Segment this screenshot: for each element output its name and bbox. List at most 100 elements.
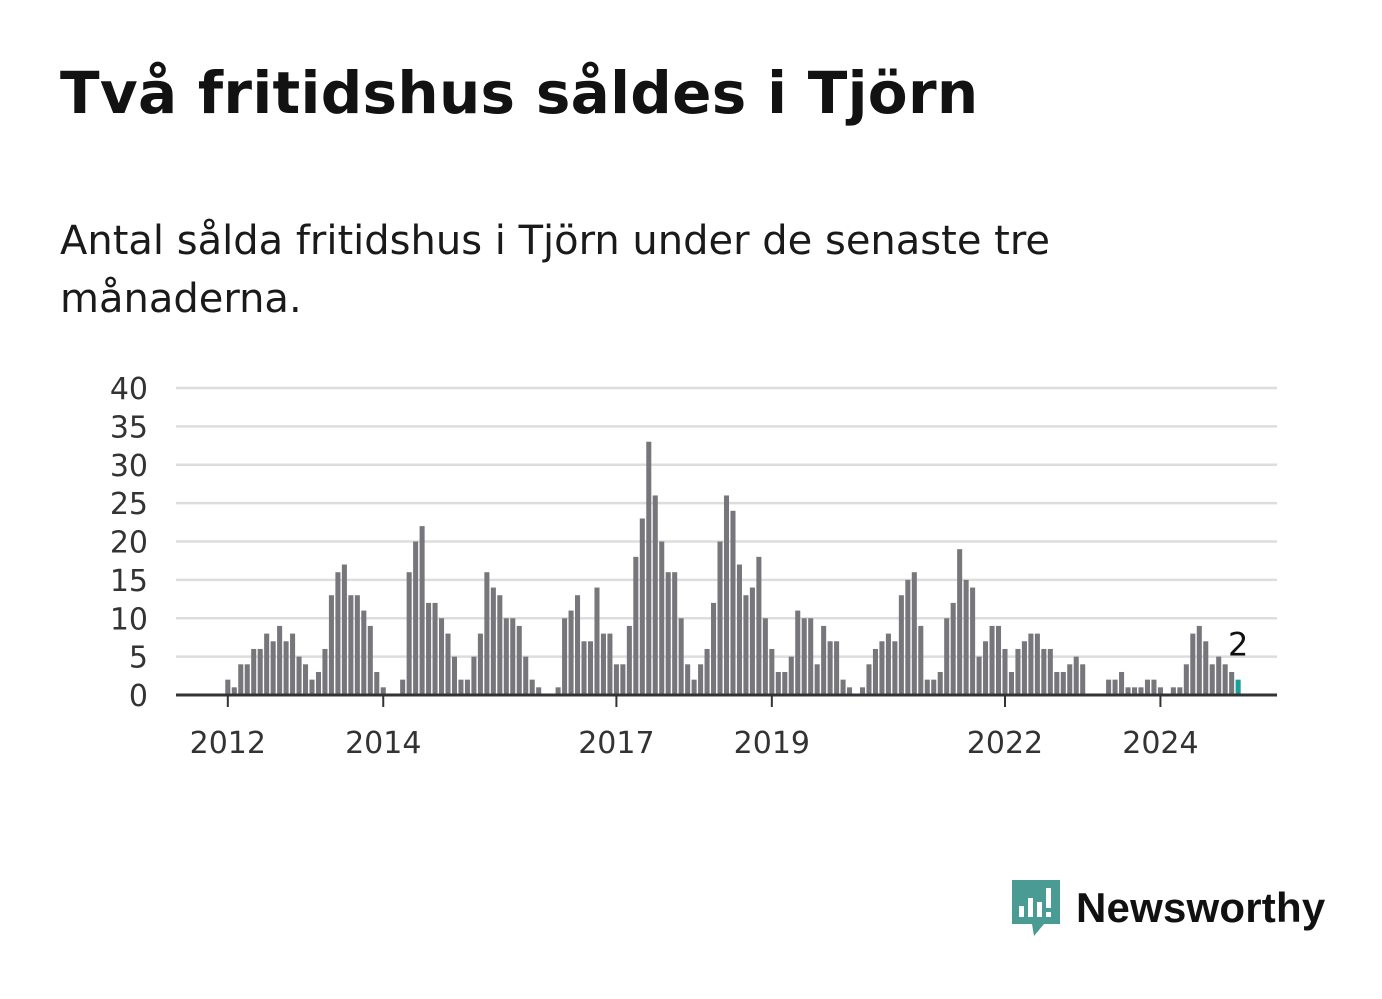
bar: [322, 648, 328, 695]
bar: [607, 633, 613, 695]
bar: [1196, 625, 1202, 695]
bar: [1021, 641, 1027, 695]
bar: [413, 541, 419, 695]
bar: [646, 441, 652, 695]
bar: [600, 633, 606, 695]
bar: [328, 595, 334, 695]
bar: [911, 572, 917, 695]
bar: [665, 572, 671, 695]
bar: [1209, 664, 1215, 695]
bar: [905, 579, 911, 695]
bar: [264, 633, 270, 695]
bar: [296, 656, 302, 695]
y-tick-label: 10: [110, 602, 148, 637]
bar: [315, 671, 322, 695]
bar: [1131, 687, 1138, 695]
bar: [639, 518, 645, 695]
bar: [827, 641, 833, 695]
bar: [749, 587, 755, 695]
newsworthy-logo-icon: [1012, 880, 1060, 936]
bar: [367, 625, 373, 695]
bar: [730, 510, 736, 695]
bar: [471, 656, 477, 695]
bar: [1203, 641, 1209, 695]
bar: [1144, 679, 1150, 695]
bar: [439, 618, 445, 695]
bar: [568, 610, 574, 695]
bar: [581, 641, 587, 695]
y-tick-label: 30: [110, 449, 148, 484]
bar: [879, 641, 885, 695]
bar: [283, 641, 289, 695]
bar: [743, 595, 749, 695]
bar: [348, 595, 354, 695]
bar: [251, 648, 257, 695]
bar: [769, 648, 775, 695]
bar: [406, 572, 412, 695]
bar: [1177, 687, 1183, 695]
bar: [931, 679, 937, 695]
bar: [290, 633, 296, 695]
bar: [1222, 664, 1228, 695]
bar: [309, 679, 315, 695]
bar: [736, 564, 742, 695]
bar: [562, 618, 568, 695]
bar: [672, 572, 678, 695]
bar: [1112, 679, 1118, 695]
bar: [995, 625, 1002, 695]
bar: [374, 671, 380, 695]
bar: [723, 495, 730, 695]
bar: [801, 618, 807, 695]
y-tick-label: 20: [110, 526, 148, 561]
bar: [698, 664, 704, 695]
bar: [303, 664, 309, 695]
bar: [400, 679, 406, 695]
bar: [238, 664, 244, 695]
bar: [594, 587, 600, 695]
bar: [898, 595, 904, 695]
bar: [788, 656, 794, 695]
bar: [1008, 671, 1014, 695]
bar: [613, 664, 619, 695]
bar: [847, 687, 853, 695]
data-labels: 2: [1228, 626, 1248, 664]
bar: [1060, 671, 1066, 695]
y-tick-label: 25: [110, 487, 148, 522]
bar: [445, 633, 451, 695]
bar: [270, 641, 276, 695]
bar: [575, 595, 581, 695]
bar: [782, 671, 788, 695]
bar: [587, 641, 594, 695]
bar: [918, 625, 924, 695]
bar: [808, 618, 814, 695]
bar: [937, 671, 943, 695]
x-tick-label: 2019: [734, 726, 810, 761]
bar: [432, 602, 438, 695]
bar: [892, 641, 898, 695]
y-tick-label: 15: [110, 564, 148, 599]
bar: [950, 602, 956, 695]
y-tick-label: 40: [110, 372, 148, 407]
brand-name: Newsworthy: [1076, 884, 1326, 931]
bar: [1034, 633, 1040, 695]
x-tick-label: 2012: [190, 726, 266, 761]
bar: [1073, 656, 1079, 695]
bar: [1229, 671, 1235, 695]
bar: [464, 679, 470, 695]
chart-title: Två fritidshus såldes i Tjörn: [60, 59, 979, 127]
bar: [775, 671, 781, 695]
bar: [1047, 648, 1053, 695]
bar: [536, 687, 542, 695]
bar: [944, 618, 950, 695]
y-tick-label: 0: [129, 679, 148, 714]
bars: [225, 441, 1241, 695]
bar: [976, 656, 982, 695]
bar: [380, 687, 386, 695]
bar: [678, 618, 684, 695]
bar: [711, 602, 717, 695]
bar: [1106, 679, 1112, 695]
newsworthy-logo: Newsworthy: [1010, 878, 1325, 938]
bar: [1028, 633, 1034, 695]
bar: [277, 625, 283, 695]
